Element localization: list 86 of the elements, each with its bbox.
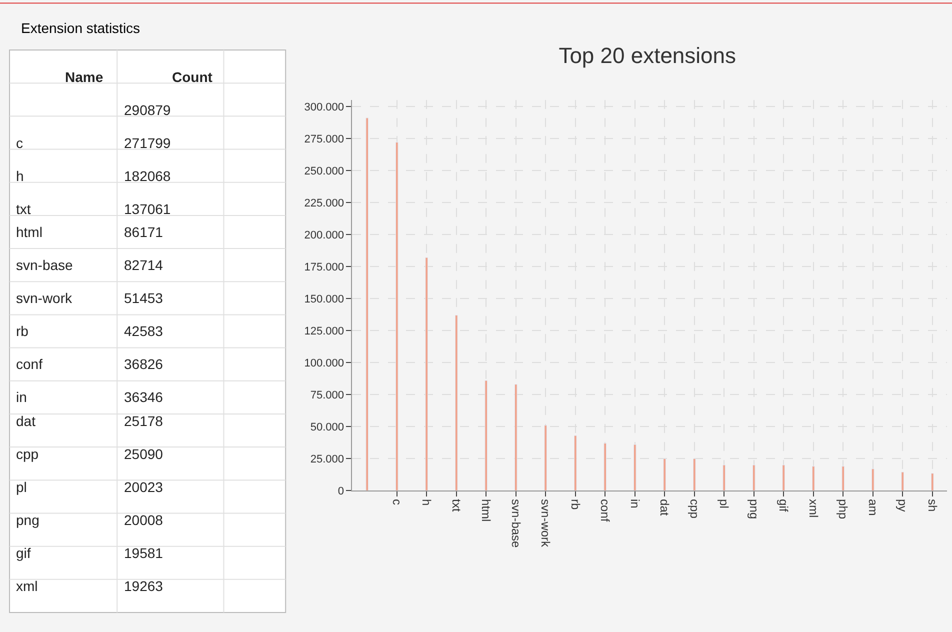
bar (454, 314, 458, 491)
y-tick-label: 300.000 (304, 101, 344, 114)
data-label: 19581 (124, 545, 164, 561)
bar (722, 464, 726, 491)
y-tick-label: 150.000 (304, 293, 344, 306)
x-tick-label: dat (658, 499, 672, 516)
category-label: txt (16, 201, 31, 217)
y-tick-label: 25.000 (310, 453, 344, 466)
data-label: 42583 (124, 323, 164, 339)
x-tick-label: php (836, 499, 850, 520)
x-tick-label: cpp (687, 499, 702, 519)
category-label: c (16, 135, 23, 151)
data-label: 36826 (124, 356, 164, 372)
text: Count (172, 69, 213, 85)
x-tick-label: conf (598, 499, 612, 522)
text: Extension statistics (21, 20, 140, 36)
data-label: 25090 (124, 446, 164, 462)
x-tick-label: in (628, 499, 642, 508)
x-tick-label: c (390, 499, 404, 506)
data-label: 82714 (124, 257, 164, 273)
x-tick-label: xml (806, 499, 820, 518)
data-label: 182068 (124, 168, 171, 184)
bar (574, 435, 577, 491)
category-label: h (16, 168, 24, 184)
category-label: conf (16, 356, 43, 372)
chart-title: Top 20 extensions (558, 43, 736, 68)
bar (514, 384, 518, 491)
data-label: 137061 (124, 201, 171, 217)
data-label: 20023 (124, 479, 164, 495)
y-tick-label: 50.000 (310, 421, 344, 434)
bar (366, 118, 369, 491)
bar (544, 425, 548, 491)
bar (871, 468, 874, 491)
text: Name (65, 69, 104, 85)
category-label: cpp (16, 446, 39, 462)
x-tick-label: sh (925, 499, 940, 512)
data-label: 20008 (124, 512, 164, 528)
x-tick-label: png (746, 499, 761, 520)
bar (692, 458, 696, 491)
data-label: 51453 (124, 290, 164, 306)
bar (930, 473, 934, 491)
category-label: dat (16, 413, 36, 429)
x-tick-label: gif (776, 499, 791, 512)
bar (842, 466, 845, 491)
bar (425, 257, 428, 491)
data-label: 19263 (124, 578, 164, 594)
bar (663, 458, 666, 491)
category-label: svn-base (16, 257, 74, 273)
category-label: html (16, 224, 42, 240)
y-tick-label: 225.000 (304, 197, 344, 210)
data-label: 25178 (124, 413, 164, 429)
y-tick-label: 0 (338, 485, 344, 498)
x-tick-label: h (420, 499, 434, 506)
bar (782, 464, 786, 491)
y-tick-label: 250.000 (304, 165, 344, 178)
data-label: 86171 (124, 224, 164, 240)
y-tick-label: 275.000 (304, 133, 344, 146)
x-tick-label: svn-base (508, 499, 523, 548)
category-label: pl (16, 479, 27, 495)
x-tick-label: am (866, 499, 880, 516)
category-label: svn-work (16, 290, 74, 306)
data-label: 271799 (124, 135, 171, 151)
x-tick-label: svn-work (538, 499, 553, 548)
bar (812, 466, 815, 491)
y-tick-label: 200.000 (304, 229, 344, 242)
x-tick-label: py (896, 499, 910, 512)
x-tick-label: html (479, 499, 494, 522)
y-tick-label: 175.000 (304, 261, 344, 274)
y-tick-label: 100.000 (304, 357, 344, 370)
category-label: xml (16, 578, 38, 594)
bar (484, 380, 488, 491)
x-tick-label: pl (717, 499, 732, 508)
category-label: gif (16, 545, 31, 561)
bar (633, 444, 636, 491)
bar (604, 442, 607, 491)
data-label: 36346 (124, 389, 164, 405)
y-tick-label: 125.000 (304, 325, 344, 338)
bar (901, 472, 904, 491)
data-label: 290879 (124, 102, 171, 118)
bar (395, 142, 398, 491)
bar (752, 464, 756, 491)
x-tick-label: rb (568, 499, 582, 510)
y-tick-label: 75.000 (310, 389, 344, 402)
x-tick-label: txt (449, 499, 464, 512)
category-label: in (16, 389, 27, 405)
category-label: rb (16, 323, 29, 339)
